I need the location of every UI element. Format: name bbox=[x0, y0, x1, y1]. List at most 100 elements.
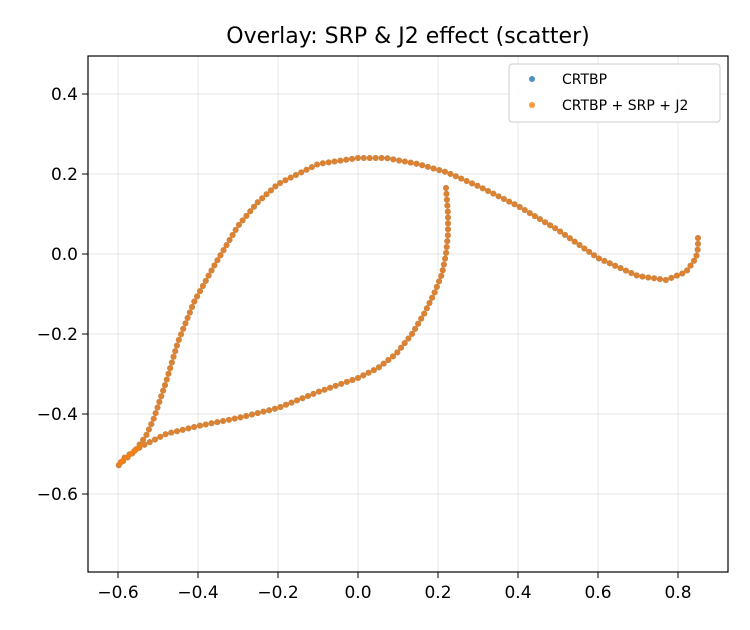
data-point bbox=[601, 257, 608, 264]
data-point bbox=[561, 231, 568, 238]
data-point bbox=[298, 169, 305, 176]
data-point bbox=[191, 423, 198, 430]
data-point bbox=[214, 419, 221, 426]
data-point bbox=[315, 388, 322, 395]
data-point bbox=[444, 202, 451, 209]
data-point bbox=[442, 255, 449, 262]
data-point bbox=[319, 160, 326, 167]
data-point bbox=[439, 267, 446, 274]
data-point bbox=[194, 293, 201, 300]
data-point bbox=[694, 246, 701, 253]
data-point bbox=[310, 390, 317, 397]
data-point bbox=[566, 235, 573, 242]
data-point bbox=[175, 336, 182, 343]
data-point bbox=[217, 252, 224, 259]
legend-box bbox=[508, 63, 721, 123]
data-point bbox=[612, 262, 619, 269]
data-point bbox=[436, 167, 443, 174]
data-point bbox=[401, 340, 408, 347]
data-point bbox=[376, 364, 383, 371]
data-point bbox=[429, 294, 436, 301]
data-point bbox=[172, 348, 179, 355]
data-point bbox=[124, 454, 131, 461]
data-point bbox=[684, 267, 691, 274]
data-point bbox=[186, 309, 193, 316]
data-point bbox=[179, 426, 186, 433]
data-point bbox=[197, 288, 204, 295]
data-point bbox=[251, 203, 258, 210]
data-point bbox=[266, 407, 273, 414]
data-point bbox=[140, 436, 147, 443]
y-tick-label: 0.2 bbox=[51, 165, 78, 185]
data-point bbox=[143, 431, 150, 438]
data-point bbox=[349, 376, 356, 383]
data-point bbox=[679, 270, 686, 277]
data-point bbox=[237, 414, 244, 421]
data-point bbox=[415, 320, 422, 327]
data-point bbox=[443, 190, 450, 197]
data-point bbox=[225, 416, 232, 423]
data-point bbox=[444, 238, 451, 245]
legend-label: CRTBP + SRP + J2 bbox=[562, 98, 688, 114]
legend-label: CRTBP bbox=[562, 72, 607, 88]
data-point bbox=[220, 247, 227, 254]
data-point bbox=[617, 265, 624, 272]
data-point bbox=[542, 219, 549, 226]
data-point bbox=[243, 412, 250, 419]
data-point bbox=[163, 376, 170, 383]
data-point bbox=[430, 165, 437, 172]
data-point bbox=[495, 193, 502, 200]
data-point bbox=[223, 242, 230, 249]
data-point bbox=[385, 356, 392, 363]
data-point bbox=[304, 393, 311, 400]
data-point bbox=[129, 450, 136, 457]
data-point bbox=[531, 213, 538, 220]
data-point bbox=[360, 155, 367, 161]
data-point bbox=[444, 232, 451, 239]
data-point bbox=[606, 260, 613, 267]
data-point bbox=[220, 417, 227, 424]
data-point bbox=[595, 255, 602, 262]
x-tick-label: −0.4 bbox=[177, 583, 218, 603]
data-point bbox=[452, 173, 459, 180]
data-point bbox=[458, 175, 465, 182]
data-point bbox=[136, 441, 143, 448]
data-point bbox=[331, 158, 338, 165]
data-point bbox=[474, 182, 481, 189]
x-tick-label: −0.6 bbox=[97, 583, 138, 603]
series-crtbp-srp-j2 bbox=[115, 155, 701, 469]
data-point bbox=[303, 166, 310, 173]
x-tick-label: 0.2 bbox=[424, 583, 451, 603]
data-point bbox=[421, 310, 428, 317]
data-point bbox=[338, 380, 345, 387]
data-point bbox=[308, 164, 315, 171]
plot-area: −0.6 −0.4 −0.2 0.0 0.2 0.4 0.6 0.8 −0.6 −0.4 −0.2 0… bbox=[37, 55, 729, 603]
data-point bbox=[576, 242, 583, 249]
legend: CRTBP CRTBP + SRP + J2 bbox=[508, 63, 721, 123]
data-point bbox=[409, 330, 416, 337]
data-point bbox=[173, 342, 180, 349]
data-point bbox=[292, 172, 299, 179]
data-point bbox=[283, 401, 290, 408]
data-point bbox=[405, 335, 412, 342]
legend-marker bbox=[529, 102, 535, 108]
data-point bbox=[424, 163, 431, 170]
data-point bbox=[423, 305, 430, 312]
data-point bbox=[226, 237, 233, 244]
data-point bbox=[413, 160, 420, 167]
data-point bbox=[687, 262, 694, 269]
data-point bbox=[349, 155, 356, 162]
data-point bbox=[337, 157, 344, 164]
data-point bbox=[254, 410, 261, 417]
data-point bbox=[463, 178, 470, 185]
data-point bbox=[366, 155, 373, 161]
data-point bbox=[622, 267, 629, 274]
data-point bbox=[419, 162, 426, 169]
data-point bbox=[633, 272, 640, 279]
data-point bbox=[282, 177, 289, 184]
data-point bbox=[162, 431, 169, 438]
data-point bbox=[436, 278, 443, 285]
data-point bbox=[581, 245, 588, 252]
data-point bbox=[173, 428, 180, 435]
